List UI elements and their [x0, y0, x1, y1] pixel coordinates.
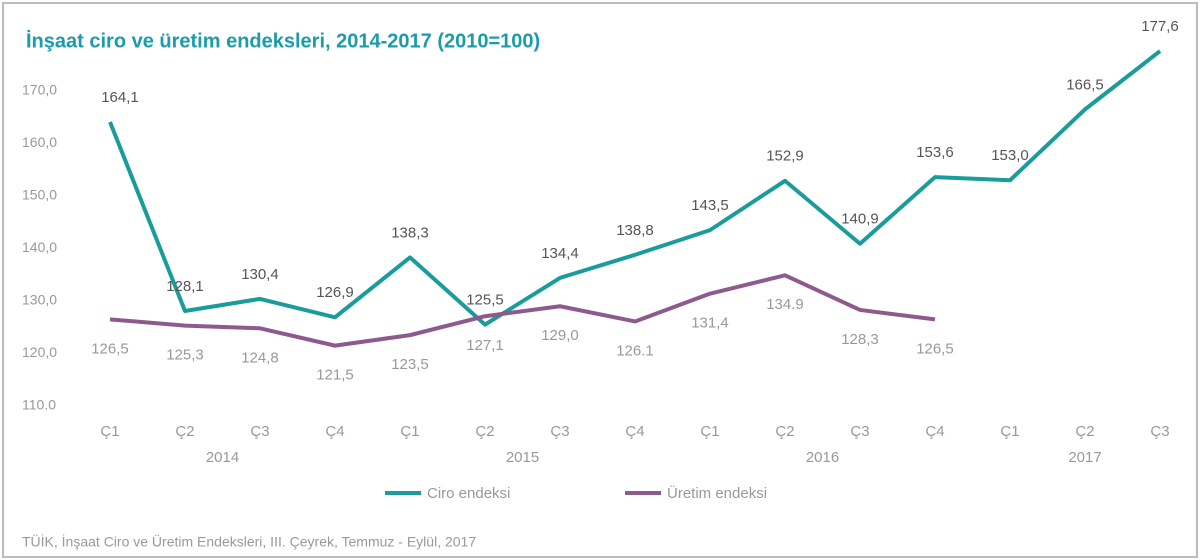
chart-title: İnşaat ciro ve üretim endeksleri, 2014-2…	[26, 29, 540, 52]
data-label: 126.1	[616, 342, 654, 359]
data-label: 134,4	[541, 245, 579, 262]
legend-label: Ciro endeksi	[427, 485, 510, 502]
x-tick-label: Ç2	[475, 423, 494, 440]
series-line	[109, 273, 936, 348]
x-tick-label: Ç4	[925, 423, 944, 440]
y-tick-label: 160,0	[22, 134, 57, 150]
y-tick-label: 130,0	[22, 292, 57, 308]
legend-label: Üretim endeksi	[667, 484, 767, 502]
data-label: 130,4	[241, 266, 279, 283]
data-label: 128,1	[166, 278, 204, 295]
x-tick-label: Ç1	[1000, 423, 1019, 440]
x-tick-label: Ç3	[550, 423, 569, 440]
data-label: 177,6	[1141, 18, 1179, 35]
source: TÜİK, İnşaat Ciro ve Üretim Endeksleri, …	[22, 533, 476, 550]
data-label: 143,5	[691, 197, 729, 214]
x-tick-label: Ç4	[325, 423, 344, 440]
data-label: 123,5	[391, 356, 429, 373]
data-label: 152,9	[766, 148, 804, 165]
data-label: 166,5	[1066, 76, 1104, 93]
data-label: 138,8	[616, 222, 654, 239]
year-label: 2016	[806, 449, 839, 466]
x-tick-label: Ç3	[250, 423, 269, 440]
y-tick-label: 150,0	[22, 187, 57, 203]
data-label: 138,3	[391, 224, 429, 241]
x-tick-label: Ç3	[850, 423, 869, 440]
data-label: 125,3	[166, 347, 204, 364]
data-label: 128,3	[841, 331, 879, 348]
data-label: 131,4	[691, 315, 729, 332]
data-label: 134.9	[766, 296, 804, 313]
x-tick-label: Ç1	[400, 423, 419, 440]
data-label: 140,9	[841, 211, 879, 228]
x-tick-label: Ç2	[775, 423, 794, 440]
data-label: 126,5	[91, 340, 129, 357]
data-label: 127,1	[466, 337, 504, 354]
year-label: 2015	[506, 449, 539, 466]
year-label: 2017	[1068, 449, 1101, 466]
x-tick-label: Ç3	[1150, 423, 1169, 440]
data-label: 121,5	[316, 367, 354, 384]
y-tick-label: 120,0	[22, 344, 57, 360]
series-line	[108, 49, 1162, 327]
data-label: 153,0	[991, 147, 1029, 164]
data-label: 125,5	[466, 292, 504, 309]
x-tick-label: Ç4	[625, 423, 644, 440]
x-tick-label: Ç1	[100, 423, 119, 440]
x-tick-label: Ç1	[700, 423, 719, 440]
year-label: 2014	[206, 449, 239, 466]
data-label: 129,0	[541, 327, 579, 344]
x-tick-label: Ç2	[1075, 423, 1094, 440]
data-label: 164,1	[101, 89, 139, 106]
data-label: 126,5	[916, 340, 954, 357]
y-tick-label: 140,0	[22, 239, 57, 255]
data-label: 124,8	[241, 349, 279, 366]
data-label: 153,6	[916, 144, 954, 161]
data-label: 126,9	[316, 284, 354, 301]
y-tick-label: 170,0	[22, 82, 57, 98]
y-tick-label: 110.0	[22, 397, 56, 413]
x-tick-label: Ç2	[175, 423, 194, 440]
